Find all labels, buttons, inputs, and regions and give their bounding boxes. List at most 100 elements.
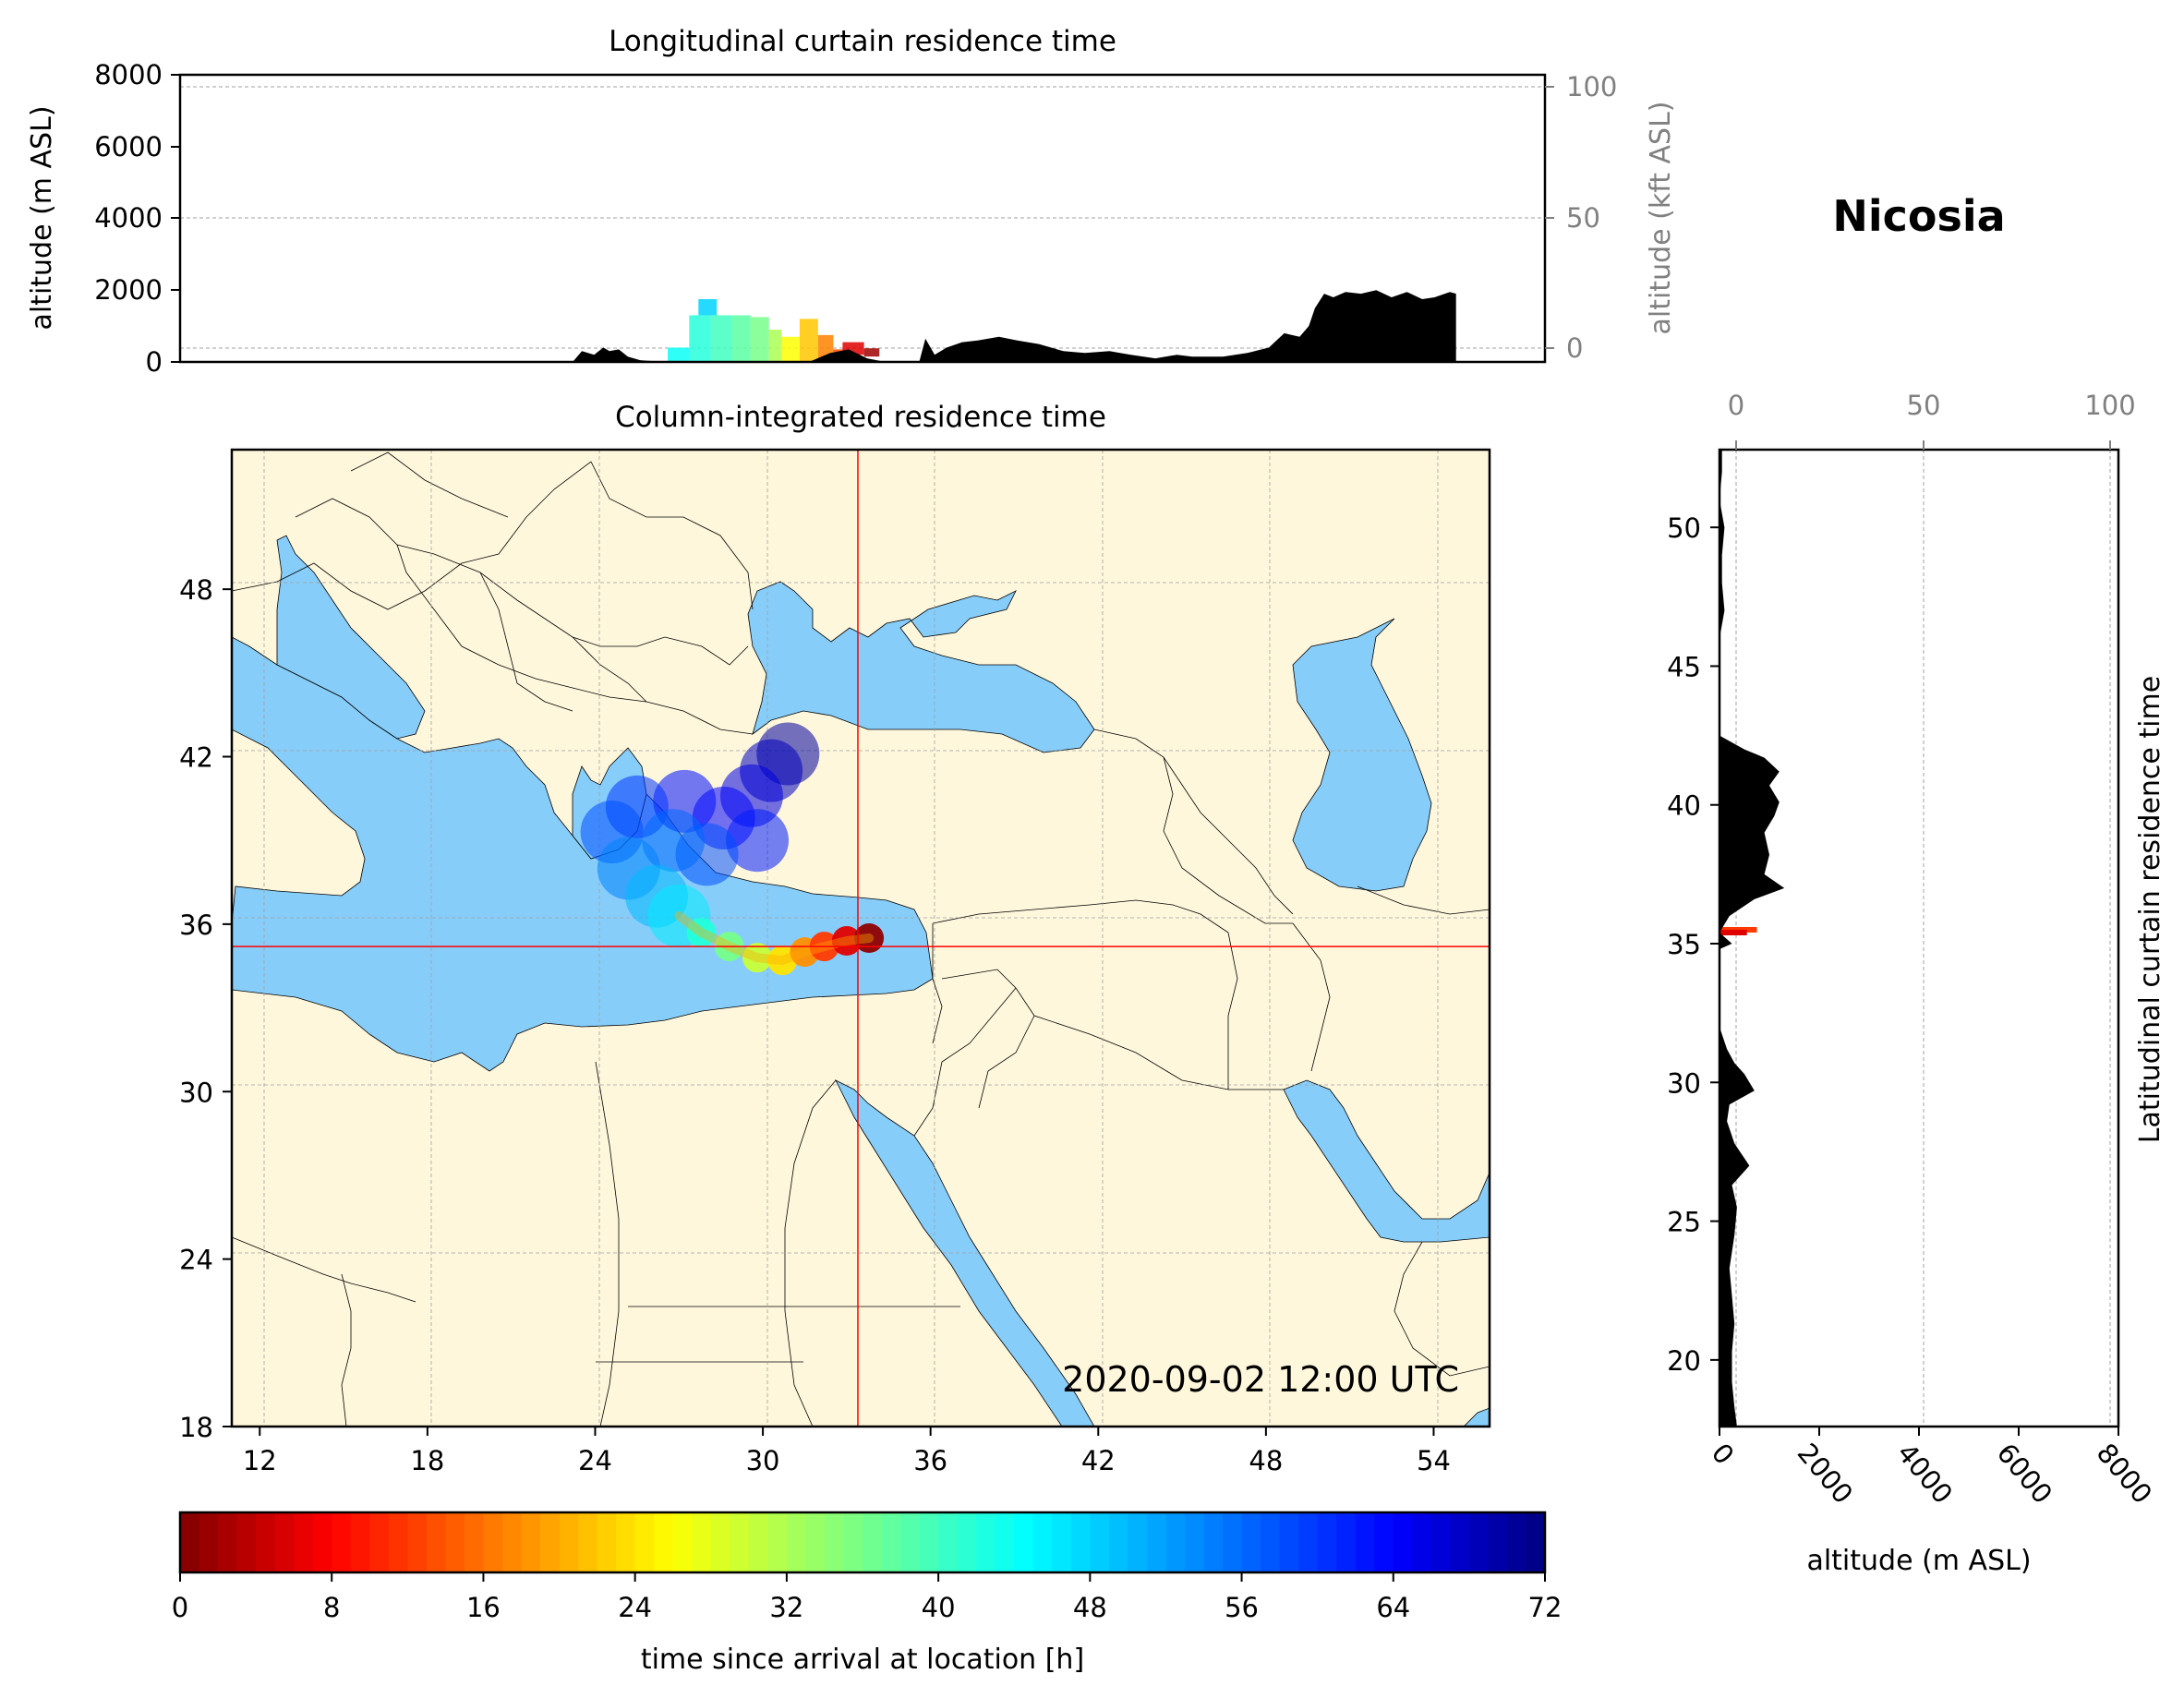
map-plume-point — [642, 809, 706, 873]
colorbar-tick-label: 32 — [769, 1592, 803, 1623]
colorbar-cell — [1108, 1512, 1128, 1572]
colorbar-cell — [748, 1512, 768, 1572]
longitudinal-plume-cell — [780, 336, 800, 362]
latitudinal-xtick-label: 2000 — [1792, 1438, 1859, 1510]
longitudinal-plume-cell — [710, 315, 732, 362]
colorbar-cell — [843, 1512, 863, 1572]
colorbar-cell — [1279, 1512, 1299, 1572]
colorbar-tick-label: 72 — [1528, 1592, 1563, 1623]
colorbar-tick-label: 48 — [1073, 1592, 1107, 1623]
colorbar-cell — [881, 1512, 901, 1572]
colorbar-cell — [559, 1512, 579, 1572]
colorbar-cell — [218, 1512, 238, 1572]
longitudinal-ytick-label: 0 — [146, 346, 163, 378]
longitudinal-ytick-right-label: 50 — [1566, 202, 1600, 234]
colorbar-cell — [995, 1512, 1015, 1572]
latitudinal-frame — [1718, 448, 2120, 1428]
colorbar: 0 8 16 24 32 40 48 56 64 72 time since arrival at… — [172, 1511, 1563, 1676]
colorbar-cell — [1223, 1512, 1243, 1572]
colorbar-cell — [236, 1512, 257, 1572]
map-plume-point — [726, 809, 790, 873]
map-xtick-label: 30 — [746, 1445, 780, 1476]
colorbar-cell — [597, 1512, 617, 1572]
longitudinal-ytick-right-label: 100 — [1566, 71, 1617, 102]
longitudinal-plume-cell — [689, 315, 711, 362]
gulf-of-aden — [1463, 1407, 1490, 1427]
map-gridlines — [232, 450, 1490, 1427]
colorbar-cell — [1374, 1512, 1394, 1572]
colorbar-cell — [369, 1512, 390, 1572]
colorbar-cell — [976, 1512, 996, 1572]
map-ticks: 12 18 24 30 36 42 48 54 18 24 30 36 42 48 — [179, 574, 1451, 1476]
longitudinal-plume-cell — [799, 319, 818, 362]
colorbar-cell — [312, 1512, 332, 1572]
colorbar-cell — [1506, 1512, 1527, 1572]
latitudinal-panel: 0 50 100 0 2000 4000 6000 8000 altitude … — [1667, 390, 2166, 1577]
colorbar-tick-label: 40 — [922, 1592, 956, 1623]
map-plume — [580, 722, 885, 976]
latitudinal-xtick-top-label: 50 — [1907, 390, 1941, 421]
colorbar-cell — [1526, 1512, 1546, 1572]
colorbar-cell — [1203, 1512, 1224, 1572]
longitudinal-title: Longitudinal curtain residence time — [609, 25, 1116, 58]
latitudinal-plume-segment — [1719, 929, 1747, 935]
latitudinal-plume — [1719, 926, 1757, 935]
colorbar-cell — [521, 1512, 541, 1572]
colorbar-cell — [654, 1512, 674, 1572]
longitudinal-yticks — [171, 74, 180, 363]
latitudinal-ytick-label: 30 — [1667, 1067, 1701, 1099]
colorbar-ticks: 0 8 16 24 32 40 48 56 64 72 — [172, 1572, 1563, 1623]
latitudinal-xtick-label: 4000 — [1891, 1438, 1959, 1510]
colorbar-cell — [350, 1512, 370, 1572]
colorbar-label: time since arrival at location [h] — [641, 1644, 1084, 1676]
colorbar-cell — [1128, 1512, 1148, 1572]
longitudinal-ylabel-right: altitude (kft ASL) — [1645, 101, 1677, 334]
colorbar-cell — [1032, 1512, 1053, 1572]
colorbar-cell — [332, 1512, 352, 1572]
colorbar-cell — [1298, 1512, 1319, 1572]
map-borders — [232, 452, 1490, 1427]
colorbar-cell — [1261, 1512, 1281, 1572]
longitudinal-yticks-right — [1545, 86, 1554, 349]
colorbar-cell — [767, 1512, 788, 1572]
colorbar-cell — [578, 1512, 598, 1572]
colorbar-cell — [256, 1512, 276, 1572]
map-xtick-label: 36 — [913, 1445, 947, 1476]
latitudinal-xticks — [1719, 1427, 2119, 1436]
colorbar-cell — [1241, 1512, 1261, 1572]
colorbar-cell — [805, 1512, 826, 1572]
map-plume-point — [742, 943, 773, 973]
longitudinal-terrain-area — [180, 290, 1456, 362]
map-plume-point — [686, 917, 717, 947]
persian-gulf — [1283, 1079, 1490, 1243]
map-frame — [230, 448, 1491, 1428]
map-title: Column-integrated residence time — [615, 401, 1106, 434]
latitudinal-xtick-label: 0 — [1706, 1438, 1741, 1471]
map-panel: Column-integrated residence time — [179, 401, 1491, 1476]
colorbar-cell — [730, 1512, 750, 1572]
colorbar-cell — [634, 1512, 655, 1572]
longitudinal-plume-cell — [698, 298, 718, 316]
colorbar-cell — [464, 1512, 485, 1572]
latitudinal-xtick-label: 6000 — [1991, 1438, 2058, 1510]
longitudinal-ytick-label: 2000 — [94, 274, 163, 306]
colorbar-cell — [388, 1512, 408, 1572]
latitudinal-yticks: 20 25 30 35 40 45 50 — [1667, 512, 1719, 1377]
colorbar-tick-label: 24 — [618, 1592, 652, 1623]
latitudinal-ytick-label: 20 — [1667, 1345, 1701, 1377]
map-xtick-label: 12 — [243, 1445, 277, 1476]
latitudinal-ytick-label: 50 — [1667, 512, 1701, 544]
colorbar-tick-label: 8 — [323, 1592, 340, 1623]
map-plume-point — [767, 945, 798, 976]
map-ytick-label: 48 — [179, 574, 213, 606]
longitudinal-plume — [668, 298, 880, 362]
colorbar-cell — [824, 1512, 845, 1572]
colorbar-cells — [180, 1512, 1546, 1572]
colorbar-cell — [1412, 1512, 1432, 1572]
colorbar-cell — [1052, 1512, 1072, 1572]
colorbar-tick-label: 56 — [1225, 1592, 1259, 1623]
map-xtick-label: 54 — [1417, 1445, 1451, 1476]
colorbar-cell — [483, 1512, 503, 1572]
caspian-sea — [1292, 618, 1432, 892]
